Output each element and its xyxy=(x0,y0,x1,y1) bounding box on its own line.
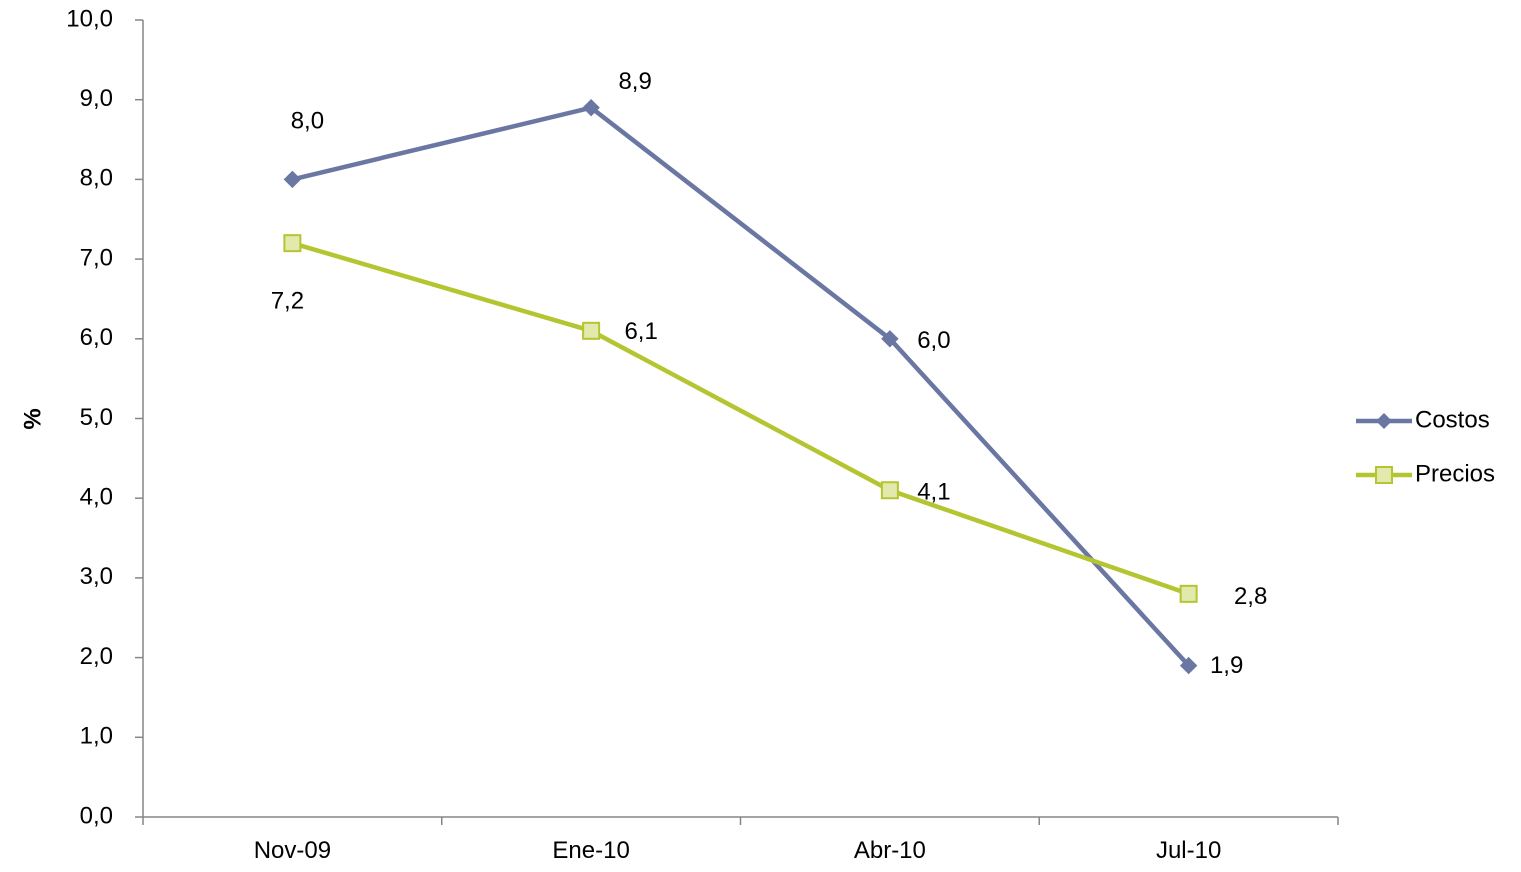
y-tick-label: 9,0 xyxy=(80,85,113,112)
y-axis-label: % xyxy=(19,408,46,429)
data-point xyxy=(283,170,302,189)
series-layer: 8,0 8,9 6,0 1,9 7,2 6,1 4,1 2,8 xyxy=(271,68,1268,679)
y-tick-label: 1,0 xyxy=(80,723,113,750)
axes xyxy=(142,20,1338,818)
x-tick-label: Abr-10 xyxy=(854,837,926,864)
data-point xyxy=(283,234,302,253)
x-tick-label: Jul-10 xyxy=(1156,837,1221,864)
data-label: 7,2 xyxy=(271,288,304,315)
y-tick-label: 7,0 xyxy=(80,244,113,271)
series-line xyxy=(291,241,1190,596)
data-label: 8,0 xyxy=(291,108,324,135)
x-tick-label: Ene-10 xyxy=(552,837,629,864)
data-point xyxy=(582,321,601,340)
data-label: 4,1 xyxy=(917,479,950,506)
series-costos: 8,0 8,9 6,0 1,9 xyxy=(283,68,1243,679)
data-label: 8,9 xyxy=(618,68,651,95)
legend: Costos Precios xyxy=(1356,406,1495,487)
data-point xyxy=(1179,584,1198,603)
legend-item-precios: Precios xyxy=(1356,460,1495,487)
y-tick-label: 5,0 xyxy=(80,404,113,431)
data-point xyxy=(880,481,899,500)
legend-label: Costos xyxy=(1415,406,1490,433)
y-tick-label: 6,0 xyxy=(80,324,113,351)
y-tick-label: 2,0 xyxy=(80,643,113,670)
series-precios: 7,2 6,1 4,1 2,8 xyxy=(271,234,1267,610)
y-tick-labels: 0,0 1,0 2,0 3,0 4,0 5,0 6,0 7,0 8,0 9,0 10,0 xyxy=(66,5,143,829)
data-label: 1,9 xyxy=(1210,652,1243,679)
y-tick-label: 8,0 xyxy=(80,165,113,192)
legend-item-costos: Costos xyxy=(1356,406,1490,433)
legend-marker xyxy=(1376,413,1392,429)
legend-label: Precios xyxy=(1415,460,1495,487)
y-tick-label: 3,0 xyxy=(80,563,113,590)
y-tick-label: 4,0 xyxy=(80,484,113,511)
data-label: 6,0 xyxy=(917,327,950,354)
x-tick-label: Nov-09 xyxy=(254,837,331,864)
data-point xyxy=(582,98,600,117)
legend-marker xyxy=(1375,466,1393,484)
y-tick-label: 0,0 xyxy=(80,802,113,829)
data-label: 6,1 xyxy=(624,318,657,345)
series-line xyxy=(291,105,1191,668)
y-tick-label: 10,0 xyxy=(66,5,113,32)
data-point xyxy=(1179,656,1198,675)
x-tick-labels: Nov-09 Ene-10 Abr-10 Jul-10 xyxy=(142,817,1339,864)
data-point xyxy=(881,330,899,348)
data-label: 2,8 xyxy=(1234,583,1267,610)
